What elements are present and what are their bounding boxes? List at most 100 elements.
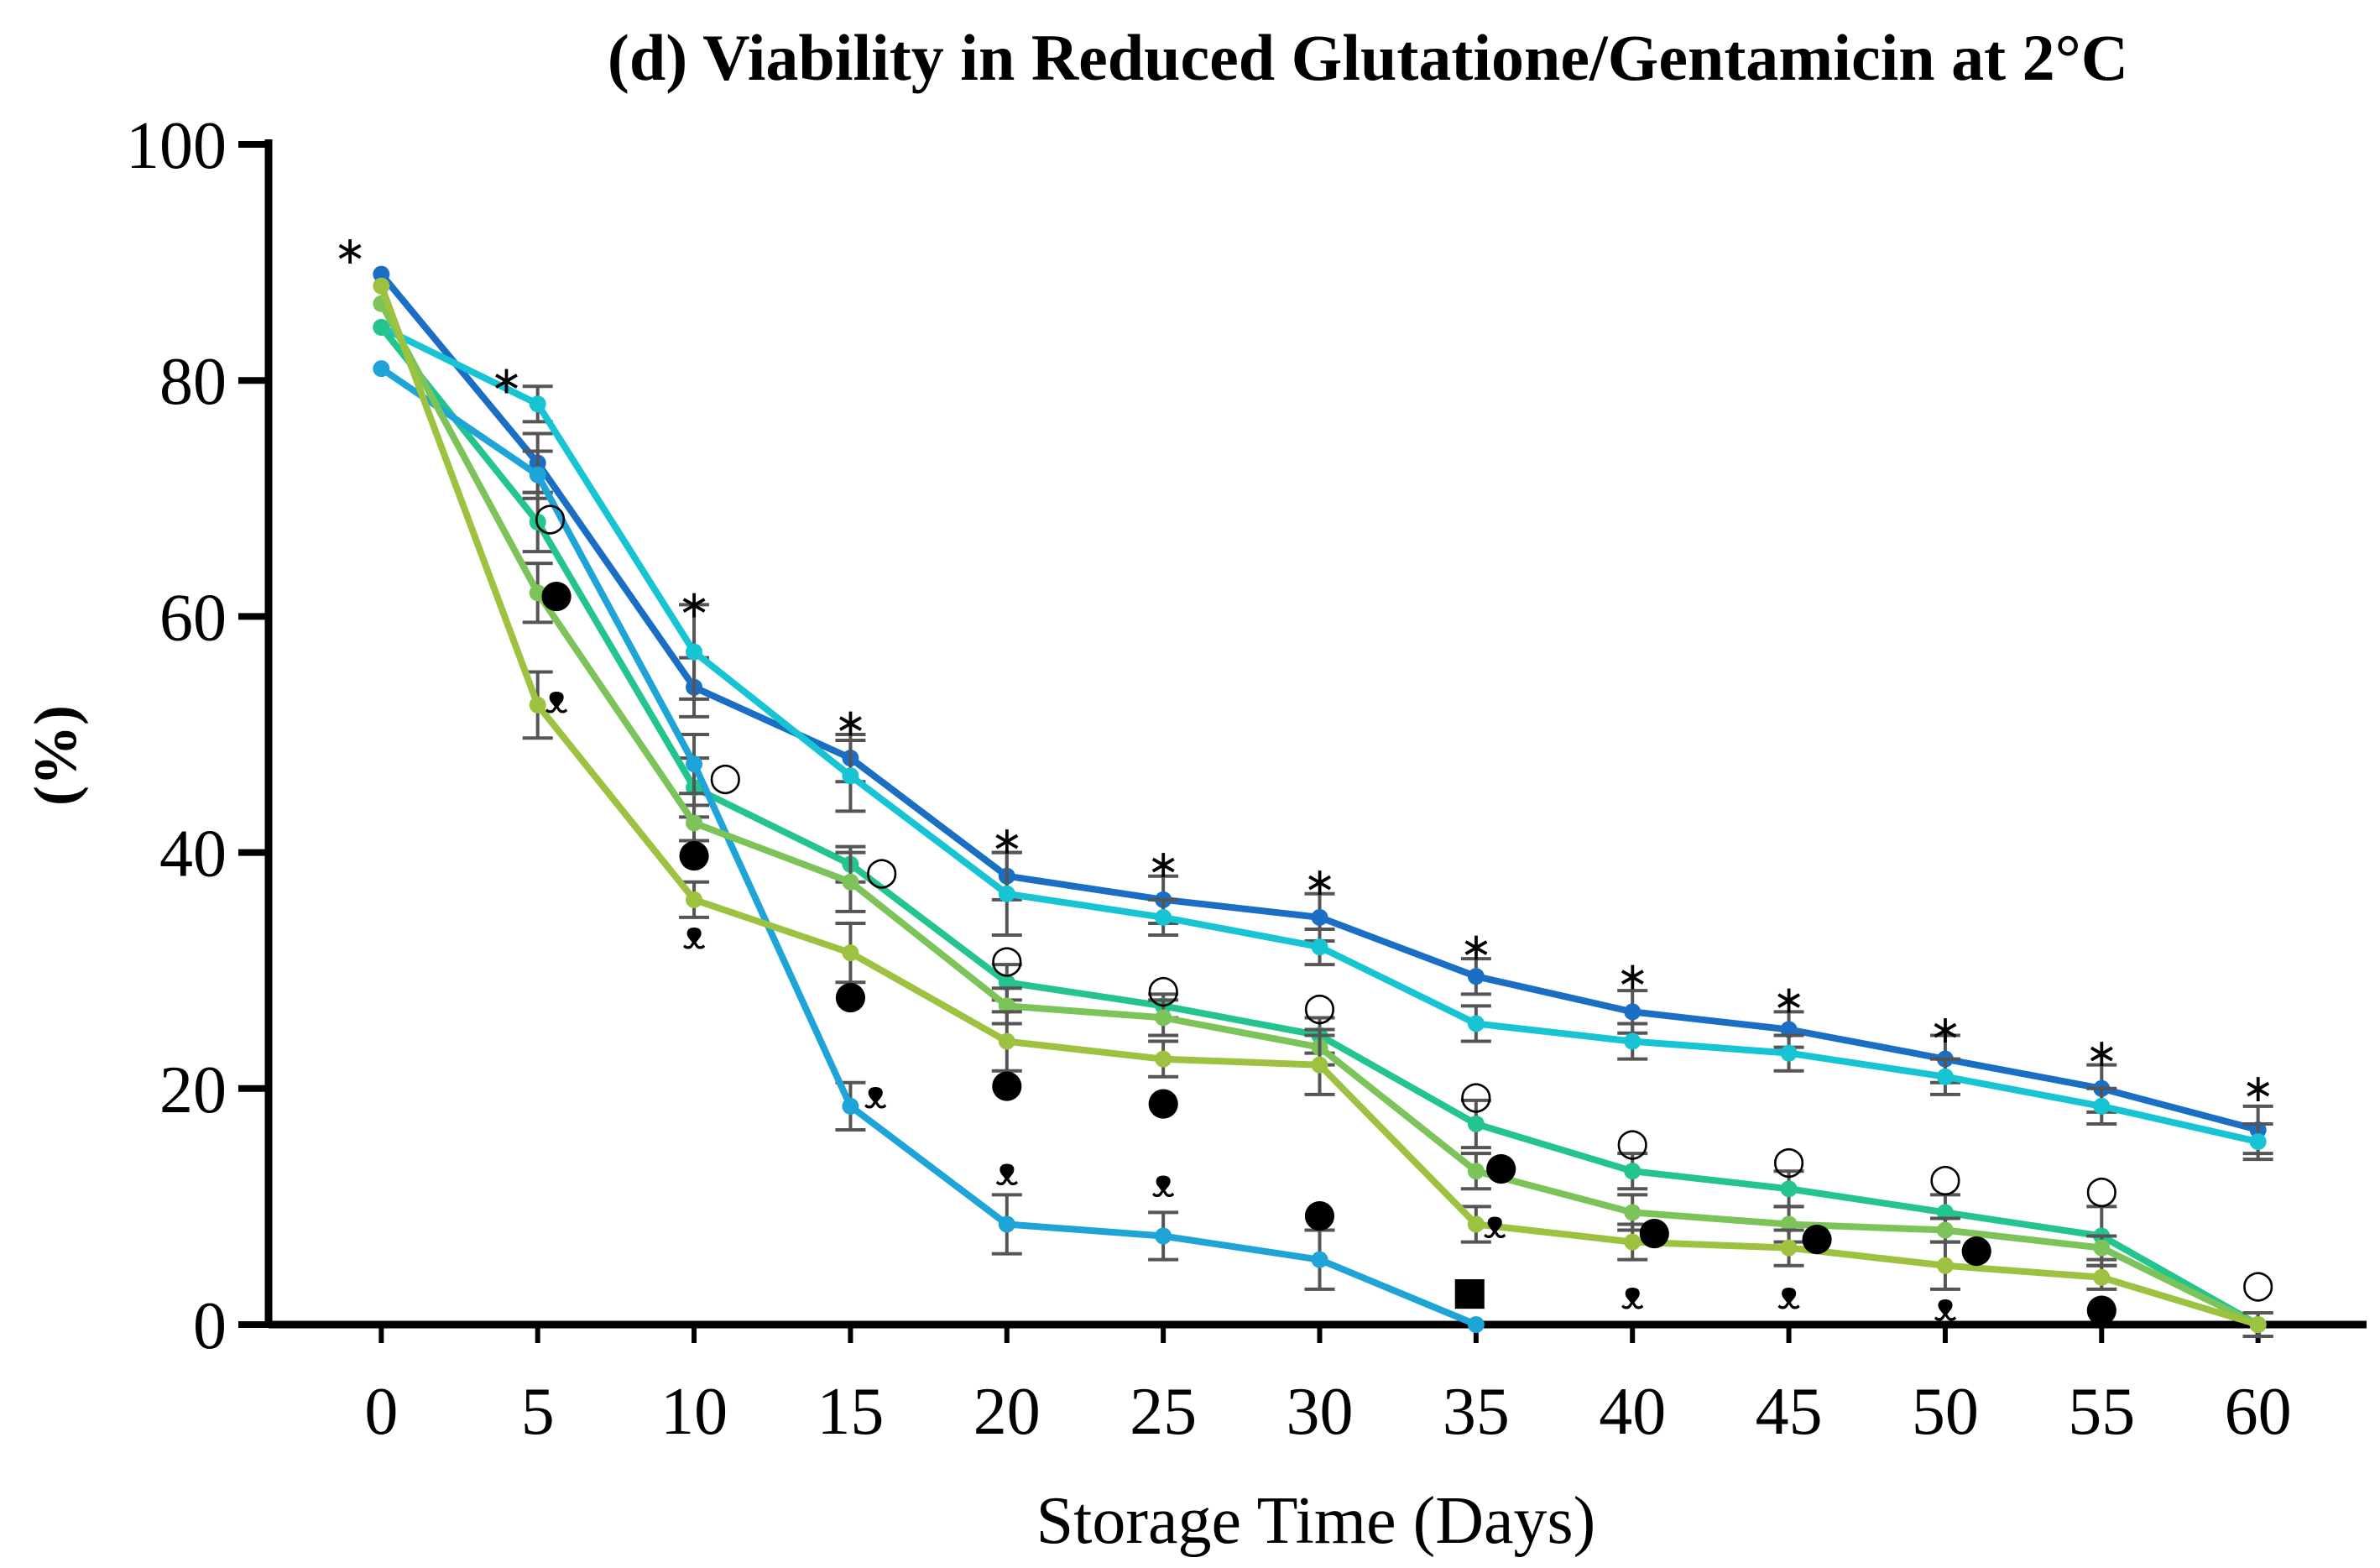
significance-marker: ∗ bbox=[834, 699, 867, 745]
data-point bbox=[373, 360, 390, 378]
significance-marker: ∗ bbox=[1303, 859, 1336, 904]
x-tick-label: 50 bbox=[1912, 1375, 1979, 1449]
significance-marker: ○ bbox=[1146, 965, 1180, 1011]
significance-marker: ∗ bbox=[678, 582, 711, 627]
x-axis-label: Storage Time (Days) bbox=[1036, 1484, 1596, 1558]
significance-marker: ∗ bbox=[2242, 1065, 2274, 1111]
data-point bbox=[1780, 1215, 1798, 1233]
x-tick-label: 25 bbox=[1130, 1375, 1197, 1449]
significance-marker: ∗ bbox=[1772, 977, 1805, 1022]
series-6 bbox=[373, 277, 2273, 1339]
significance-marker: ■ bbox=[1452, 1267, 1488, 1313]
data-point bbox=[2249, 1316, 2267, 1333]
significance-marker: ∗ bbox=[991, 818, 1024, 863]
annotation-layer: ∗∗∗∗∗∗ ∗∗∗∗∗∗∗○○○○○ ○○○ ○ ○ ○○●●●● ●●●● ● ●●ᴥᴥᴥᴥ… bbox=[334, 227, 2275, 1330]
data-point bbox=[1155, 908, 1172, 926]
significance-marker: ● bbox=[1146, 1078, 1180, 1123]
data-point bbox=[998, 885, 1015, 902]
data-point bbox=[1155, 1009, 1172, 1027]
significance-marker: ○ bbox=[1459, 1072, 1493, 1117]
data-point bbox=[1311, 938, 1328, 956]
data-point bbox=[1155, 1050, 1172, 1068]
y-tick-label: 0 bbox=[193, 1289, 227, 1363]
x-tick-label: 40 bbox=[1599, 1375, 1666, 1449]
significance-marker: ● bbox=[1485, 1142, 1518, 1188]
significance-marker: ∗ bbox=[1460, 923, 1493, 969]
series-3 bbox=[373, 318, 2273, 1339]
significance-marker: ○ bbox=[865, 848, 899, 893]
data-point bbox=[529, 395, 546, 413]
data-point bbox=[1467, 968, 1485, 985]
data-point bbox=[1624, 1032, 1641, 1050]
significance-marker: ᴥ bbox=[1777, 1273, 1801, 1318]
significance-marker: ● bbox=[990, 1060, 1024, 1105]
series-4 bbox=[373, 360, 1485, 1333]
significance-marker: ○ bbox=[534, 494, 567, 539]
data-point bbox=[1624, 1163, 1641, 1180]
data-point bbox=[529, 466, 546, 483]
y-axis-label: (%) bbox=[22, 705, 89, 806]
significance-marker: ∗ bbox=[1929, 1006, 1962, 1052]
data-point bbox=[1780, 1021, 1798, 1038]
significance-marker: ○ bbox=[1302, 983, 1336, 1028]
data-point bbox=[2093, 1239, 2111, 1257]
significance-marker: ● bbox=[1800, 1214, 1834, 1259]
data-point bbox=[1936, 1257, 1954, 1274]
x-tick-label: 35 bbox=[1443, 1375, 1510, 1449]
significance-marker: ○ bbox=[2242, 1261, 2275, 1306]
x-tick-label: 10 bbox=[660, 1375, 728, 1449]
significance-marker: ᴥ bbox=[1151, 1160, 1175, 1205]
chart-title: (d) Viability in Reduced Glutatione/Gent… bbox=[608, 21, 2128, 94]
significance-marker: ● bbox=[540, 570, 573, 615]
data-point bbox=[373, 277, 390, 295]
x-tick-label: 0 bbox=[364, 1375, 398, 1449]
significance-marker: ○ bbox=[1772, 1137, 1806, 1182]
significance-marker: ᴥ bbox=[864, 1072, 887, 1117]
x-tick-label: 55 bbox=[2068, 1375, 2135, 1449]
significance-marker: ● bbox=[1960, 1226, 1993, 1271]
data-point bbox=[842, 1097, 859, 1115]
significance-marker: ∗ bbox=[2085, 1030, 2118, 1075]
data-point bbox=[1311, 1056, 1328, 1074]
data-point bbox=[1780, 1180, 1798, 1198]
significance-marker: ○ bbox=[990, 936, 1024, 981]
significance-marker: ∗ bbox=[490, 358, 523, 403]
series-line bbox=[378, 285, 2259, 1328]
significance-marker: ᴥ bbox=[1621, 1273, 1644, 1318]
significance-marker: ● bbox=[677, 830, 711, 875]
significance-marker: ● bbox=[833, 971, 867, 1017]
data-point bbox=[1936, 1068, 1954, 1085]
significance-marker: ○ bbox=[1615, 1119, 1649, 1164]
y-tick-label: 80 bbox=[159, 345, 227, 419]
data-point bbox=[1311, 908, 1328, 926]
significance-marker: ○ bbox=[2085, 1166, 2118, 1211]
data-point bbox=[1624, 1003, 1641, 1021]
data-point bbox=[1467, 1215, 1485, 1233]
data-point bbox=[1467, 1015, 1485, 1032]
data-point bbox=[1624, 1233, 1641, 1251]
data-point bbox=[1936, 1204, 1954, 1221]
series-line bbox=[378, 325, 2260, 1328]
data-point bbox=[998, 997, 1015, 1015]
y-tick-label: 20 bbox=[159, 1053, 227, 1127]
significance-marker: ᴥ bbox=[1934, 1284, 1957, 1330]
data-point bbox=[842, 944, 859, 962]
data-point bbox=[1311, 1251, 1328, 1268]
data-point bbox=[529, 696, 546, 713]
data-point bbox=[1936, 1221, 1954, 1239]
series-line bbox=[379, 365, 1478, 1328]
significance-marker: ∗ bbox=[1147, 841, 1180, 886]
data-point bbox=[529, 513, 546, 531]
significance-marker: ∗ bbox=[1616, 954, 1649, 999]
significance-marker: ● bbox=[2085, 1284, 2118, 1330]
x-tick-label: 30 bbox=[1287, 1375, 1354, 1449]
data-point bbox=[1467, 1163, 1485, 1180]
data-point bbox=[373, 265, 390, 283]
significance-marker: ᴥ bbox=[545, 677, 568, 722]
series-2 bbox=[373, 318, 2273, 1162]
data-point bbox=[1467, 1115, 1485, 1132]
y-axis-label-group: (%) bbox=[22, 705, 89, 806]
significance-marker: ○ bbox=[708, 753, 742, 798]
data-point bbox=[998, 1215, 1015, 1233]
